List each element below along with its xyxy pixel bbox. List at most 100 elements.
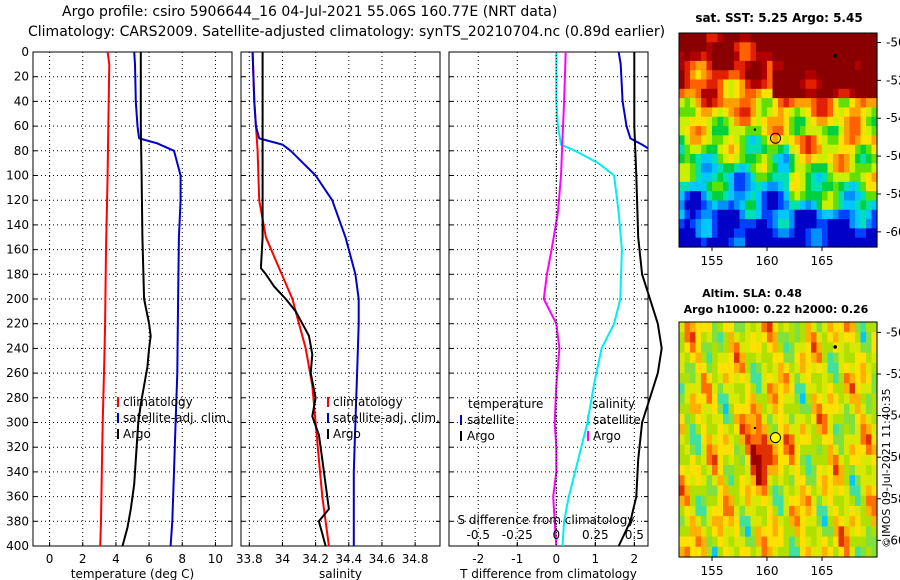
map-cell [800,526,807,538]
map-cell [794,516,801,527]
map-cell [794,465,801,476]
map-cell [816,70,823,81]
map-cell [838,181,845,192]
map-cell [794,219,801,229]
map-cell [794,116,801,127]
map-cell [723,209,730,220]
map-cell [811,495,818,507]
map-cell [866,424,873,435]
map-cell [789,373,796,384]
map-cell [838,163,845,174]
map-cell [811,42,818,53]
map-cell [745,79,752,90]
map-cell [800,485,807,497]
map-cell [805,536,812,548]
map-cell [866,352,873,364]
map-cell [761,51,768,62]
map-cell [822,181,829,192]
map-cell [800,536,807,548]
map-cell [838,42,845,53]
map-cell [827,424,834,435]
map-cell [800,79,807,90]
map-cell [734,383,741,395]
map-cell [794,228,801,239]
map-cell [805,403,812,415]
map-cell [756,70,763,81]
map-cell [701,107,708,118]
map-cell [811,505,818,517]
map-cell [690,546,697,558]
map-cell [706,465,713,476]
map-cell [833,135,840,146]
map-cell [739,526,746,538]
map-cell [805,546,812,558]
map-cell [684,352,691,364]
map-cell [844,546,851,558]
map-cell [695,98,702,109]
map-cell [706,342,713,354]
map-cell [690,454,697,466]
map-cell [767,191,774,202]
map-cell [838,135,845,146]
map-cell [860,526,867,538]
map-cell [866,536,873,548]
map-cell [866,332,873,344]
map-cell [723,342,730,354]
map-cell [772,237,779,248]
map-cell [701,88,708,99]
map-cell [805,172,812,183]
map-cell [712,107,719,118]
map-cell [822,444,829,456]
map-cell [767,153,774,164]
map-cell [811,434,818,446]
map-cell [679,424,686,435]
map-cell [816,526,823,538]
map-cell [684,98,691,109]
map-cell [756,373,763,384]
map-cell [706,373,713,384]
map-cell [701,362,708,374]
map-cell [778,495,785,507]
map-cell [783,444,790,456]
map-cell [783,228,790,239]
map-cell [783,172,790,183]
map-cell [871,126,878,136]
map-cell [717,51,724,62]
map-cell [728,444,735,456]
map-cell [717,163,724,174]
map-cell [800,191,807,202]
map-cell [860,322,867,333]
map-cell [679,465,686,476]
map-cell [717,209,724,220]
map-cell [728,475,735,487]
map-cell [871,219,878,229]
map-cell [871,88,878,99]
map-cell [756,495,763,507]
map-cell [833,526,840,538]
map-cell [822,116,829,127]
map-cell [706,424,713,435]
map-cell [789,33,796,43]
map-cell [679,98,686,109]
map-cell [750,465,757,476]
map-cell [778,475,785,487]
map-cell [695,393,702,405]
map-cell [866,60,873,71]
map-cell [778,322,785,333]
map-cell [734,60,741,71]
map-cell [717,413,724,425]
map-cell [849,153,856,164]
map-cell [811,219,818,229]
map-cell [816,536,823,548]
map-cell [833,60,840,71]
map-cell [827,393,834,405]
map-cell [679,70,686,81]
map-cell [750,424,757,435]
map-cell [712,79,719,90]
map-cell [684,51,691,62]
map-cell [838,505,845,517]
map-cell [695,79,702,90]
map-cell [838,516,845,527]
map-cell [783,454,790,466]
x-tick-label: 34.6 [369,552,396,566]
